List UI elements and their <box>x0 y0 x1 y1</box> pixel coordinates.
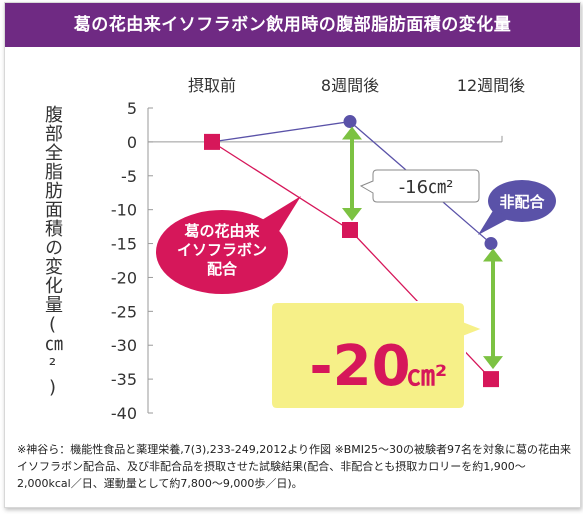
callout-diff-8w-label: -16㎝² <box>399 177 454 198</box>
data-point-square <box>483 371 499 388</box>
label-bubble-tail <box>257 196 301 241</box>
chart-svg: 5 0 -5 -10 -15 -20 -25 -30 -35 -40 摂取前 8週間後 12週間後 -1… <box>111 76 556 423</box>
y-tick-label: -40 <box>111 404 137 423</box>
callout-diff-8w: -16㎝² <box>359 169 480 203</box>
arrow-head-down <box>483 356 503 370</box>
arrow-head-up <box>342 126 362 140</box>
y-tick-label: -20 <box>111 268 137 287</box>
label-bubble-tail <box>478 209 510 235</box>
callout-box <box>359 169 480 203</box>
data-point-circle <box>484 237 498 251</box>
label-bubble <box>156 210 288 294</box>
y-tick-label: 0 <box>127 133 137 152</box>
label-active-line: 葛の花由来 <box>183 222 260 240</box>
data-point-square <box>342 222 358 238</box>
data-point-square <box>204 133 220 150</box>
callout-diff-12w-unit: ㎝² <box>407 359 447 392</box>
callout-box-yellow <box>270 301 486 410</box>
footnote: ※神谷ら：機能性食品と薬理栄養,7(3),233-249,2012より作図 ※B… <box>17 443 572 490</box>
label-active-line: イソフラボン <box>177 241 267 259</box>
y-tick-label: 5 <box>127 99 137 118</box>
y-axis-label: 腹部全脂肪面積の変化量(㎝²) <box>42 105 63 399</box>
x-category-label: 8週間後 <box>321 76 379 95</box>
label-active-line: 配合 <box>207 260 238 278</box>
x-category-label: 摂取前 <box>188 76 236 95</box>
label-active-series: 葛の花由来イソフラボン配合 <box>156 196 301 294</box>
data-point-circle <box>343 115 357 129</box>
x-category-label: 12週間後 <box>457 76 525 95</box>
chart-title: 葛の花由来イソフラボン飲用時の腹部脂肪面積の変化量 <box>5 3 580 47</box>
y-tick-label: -5 <box>121 167 137 186</box>
difference-arrow-8w <box>342 126 362 221</box>
y-tick-label: -15 <box>111 235 137 254</box>
label-bubble <box>488 180 556 222</box>
difference-arrow-12w <box>483 248 503 370</box>
y-tick-label: -30 <box>111 336 137 355</box>
chart-frame: 葛の花由来イソフラボン飲用時の腹部脂肪面積の変化量 5 0 -5 -10 -15 -20-… <box>4 2 581 508</box>
callout-diff-12w-number: -20 <box>309 334 410 399</box>
y-tick-label: -10 <box>111 201 137 220</box>
arrow-head-down <box>342 208 362 221</box>
y-tick-label: -35 <box>111 370 137 389</box>
label-control-text: 非配合 <box>499 193 545 211</box>
arrow-head-up <box>483 248 503 262</box>
y-tick-label: -25 <box>111 302 137 321</box>
label-control-series: 非配合 <box>478 180 556 235</box>
